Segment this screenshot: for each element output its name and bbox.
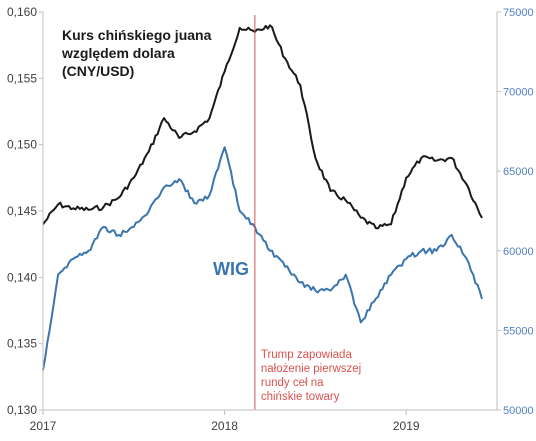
series-label-wig: WIG [213, 259, 249, 279]
data-point-wig [314, 290, 316, 292]
y-right-tick-label: 60000 [503, 246, 534, 258]
annotation-text-line: chińskie towary [261, 391, 340, 403]
data-point-cny-usd [72, 207, 74, 209]
data-point-cny-usd [345, 199, 347, 201]
data-point-cny-usd [435, 160, 438, 162]
chart-title-line-1: Kurs chińskiego juana [62, 27, 212, 43]
annotation-text-line: rundy ceł na [261, 377, 324, 389]
data-point-wig [208, 194, 211, 196]
data-point-wig [345, 274, 347, 276]
data-point-wig [57, 274, 59, 276]
chart-title: Kurs chińskiego juana względem dolara (C… [61, 27, 212, 79]
data-point-wig [451, 234, 453, 236]
x-tick-label: 2017 [30, 419, 57, 433]
data-point-wig [269, 250, 271, 252]
data-point-cny-usd [87, 209, 89, 211]
data-point-wig [224, 146, 226, 148]
data-point-wig [420, 250, 422, 252]
y-right-tick-label: 70000 [503, 87, 534, 99]
data-point-cny-usd [57, 203, 59, 205]
y-right-tick-label: 65000 [503, 166, 534, 178]
data-point-cny-usd [314, 157, 316, 159]
data-point-cny-usd [451, 157, 453, 159]
axes: 0,160 0,155 0,150 0,145 0,140 0,135 0,130 75000… [7, 5, 534, 433]
x-tick-label: 2018 [211, 419, 238, 433]
data-point-cny-usd [148, 150, 150, 152]
data-point-wig [72, 258, 74, 260]
series-line-cny-usd [42, 24, 483, 230]
data-point-cny-usd [420, 157, 422, 159]
data-point-cny-usd [405, 177, 407, 179]
y-left-tick-label: 0,160 [7, 5, 37, 19]
y-left-tick-label: 0,135 [7, 337, 37, 351]
data-point-wig [405, 258, 407, 260]
data-point-wig [284, 266, 286, 268]
data-point-cny-usd [224, 71, 226, 73]
annotation-text: Trump zapowiada nałożenie pierwszej rundy … [261, 349, 361, 403]
data-point-wig [118, 234, 120, 236]
data-point-cny-usd [163, 117, 165, 119]
data-point-cny-usd [375, 227, 377, 229]
data-point-wig [239, 210, 241, 212]
y-right-tick-label: 50000 [503, 405, 534, 417]
annotation-text-line: nałożenie pierwszej [261, 363, 361, 375]
y-left-tick-label: 0,130 [7, 403, 37, 417]
x-tick-label: 2019 [393, 419, 420, 433]
data-point-cny-usd [178, 137, 180, 139]
data-point-wig [329, 290, 332, 292]
data-point-cny-usd [239, 27, 241, 29]
data-point-cny-usd [299, 84, 301, 86]
y-left-tick-label: 0,140 [7, 270, 37, 284]
data-point-cny-usd [102, 206, 105, 208]
data-point-wig [481, 298, 483, 300]
y-right-tick-label: 75000 [503, 7, 534, 19]
chart-title-line-3: (CNY/USD) [62, 63, 134, 79]
data-point-cny-usd [193, 130, 195, 132]
y-left-tick-label: 0,150 [7, 138, 37, 152]
data-point-wig [466, 258, 468, 260]
data-point-cny-usd [360, 217, 362, 219]
annotation-text-line: Trump zapowiada [261, 349, 353, 361]
data-point-wig [390, 274, 392, 276]
data-point-wig [299, 282, 301, 284]
chart-title-line-2: względem dolara [61, 45, 175, 61]
data-point-wig [102, 226, 105, 228]
data-point-cny-usd [208, 117, 211, 119]
data-point-cny-usd [466, 183, 468, 186]
annotation-group: Trump zapowiada nałożenie pierwszej rundy … [254, 15, 361, 410]
data-point-wig [178, 178, 180, 180]
data-point-wig [87, 250, 89, 252]
y-right-tick-label: 55000 [503, 325, 534, 337]
data-point-wig [148, 210, 150, 212]
data-point-cny-usd [390, 223, 392, 225]
series-line-wig [42, 146, 483, 371]
data-point-cny-usd [481, 217, 483, 219]
data-point-wig [193, 202, 195, 204]
y-left-tick-label: 0,145 [7, 204, 37, 218]
data-point-wig [163, 186, 165, 188]
data-point-wig [375, 298, 377, 300]
data-point-cny-usd [269, 24, 271, 26]
data-point-wig [133, 226, 135, 228]
series-group [42, 24, 483, 371]
data-point-cny-usd [329, 190, 332, 192]
data-point-cny-usd [284, 57, 286, 60]
data-point-cny-usd [118, 197, 120, 199]
y-left-tick-label: 0,155 [7, 71, 37, 85]
data-point-cny-usd [133, 177, 135, 179]
data-point-wig [360, 321, 362, 323]
data-point-wig [435, 250, 438, 252]
